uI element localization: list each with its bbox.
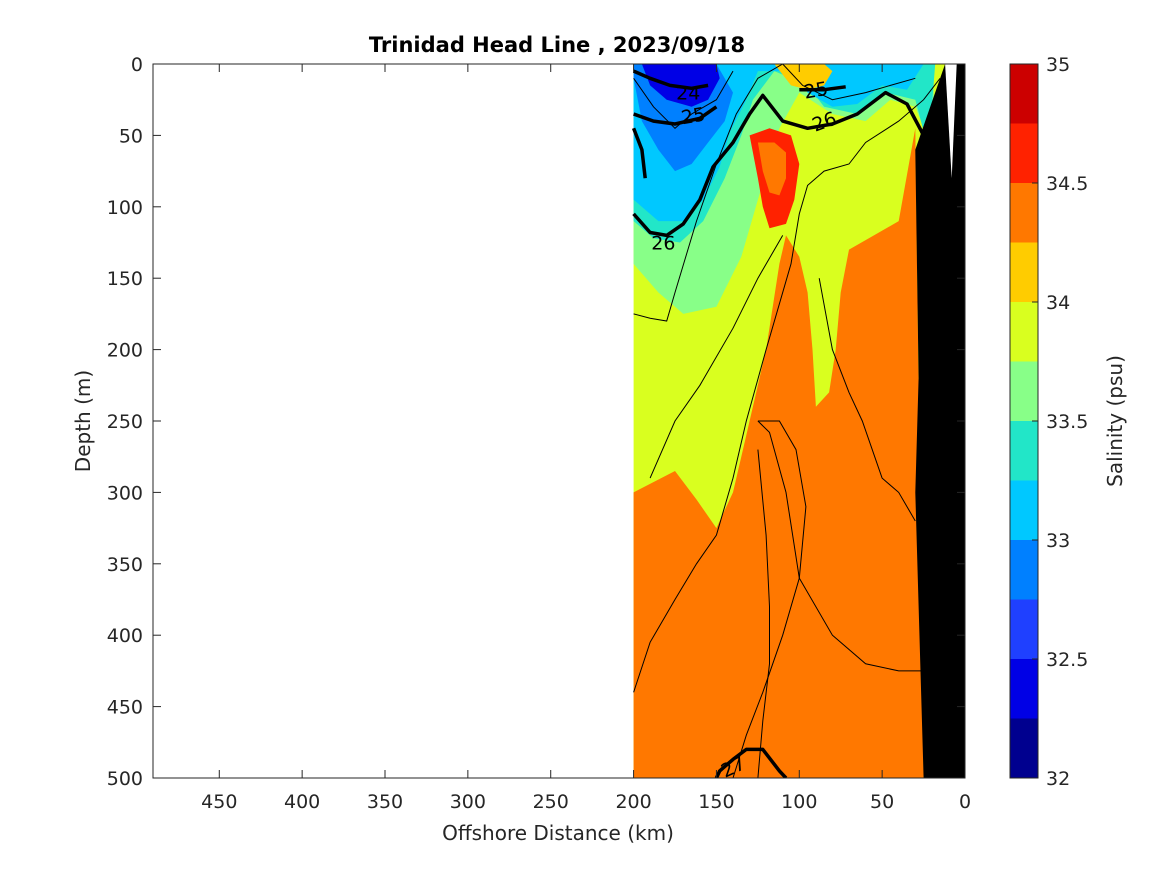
- y-tick-label: 400: [107, 625, 143, 647]
- y-tick-label: 200: [107, 340, 143, 362]
- y-tick-label: 100: [107, 197, 143, 219]
- density-contour-bold: [714, 747, 788, 778]
- density-contour-bold: [632, 69, 709, 91]
- y-axis-label: Depth (m): [71, 370, 95, 472]
- y-tick-label: 500: [107, 768, 143, 790]
- x-tick-label: 0: [959, 791, 971, 813]
- colorbar-tick-label: 33.5: [1046, 411, 1088, 433]
- chart-title: Trinidad Head Line , 2023/09/18: [369, 33, 745, 57]
- x-tick-label: 250: [533, 791, 569, 813]
- x-axis-label: Offshore Distance (km): [442, 821, 674, 845]
- colorbar-tick-label: 34: [1046, 292, 1070, 314]
- contour-label: 25: [802, 78, 830, 104]
- colorbar-segment: [1010, 480, 1038, 540]
- salinity-region: [757, 142, 786, 196]
- colorbar-segment: [1010, 123, 1038, 183]
- colorbar-tick-label: 34.5: [1046, 173, 1088, 195]
- x-axis-ticks: 450 400 350 300 250 200 150 100 50 0: [201, 64, 971, 813]
- y-tick-label: 300: [107, 482, 143, 504]
- x-tick-label: 150: [698, 791, 734, 813]
- y-tick-label: 0: [131, 54, 143, 76]
- contour-label: 25: [680, 103, 708, 129]
- density-contour-line: [633, 77, 941, 693]
- colorbar-tick-label: 33: [1046, 530, 1070, 552]
- density-contour-line: [757, 449, 770, 778]
- bathymetry-wedge: [915, 64, 965, 778]
- colorbar-label: Salinity (psu): [1103, 355, 1127, 487]
- colorbar-segment: [1010, 361, 1038, 421]
- density-contour-bold: [631, 127, 647, 179]
- bathymetry: [915, 64, 965, 778]
- colorbar-segment: [1010, 242, 1038, 302]
- contour-label: 26: [651, 233, 675, 255]
- colorbar-tick-label: 32: [1046, 768, 1070, 790]
- x-tick-label: 450: [201, 791, 237, 813]
- colorbar-segment: [1010, 659, 1038, 719]
- y-tick-label: 250: [107, 411, 143, 433]
- colorbar-segment: [1010, 183, 1038, 243]
- x-tick-label: 100: [781, 791, 817, 813]
- density-contour-bold: [799, 85, 846, 92]
- colorbar-tick-label: 35: [1046, 54, 1070, 76]
- colorbar-segment: [1010, 302, 1038, 362]
- y-tick-label: 450: [107, 697, 143, 719]
- x-tick-label: 200: [615, 791, 651, 813]
- density-contour-bold: [633, 105, 718, 126]
- density-contour-line: [782, 64, 916, 101]
- bathymetry-gap: [945, 64, 957, 179]
- x-tick-label: 350: [367, 791, 403, 813]
- density-contour-line: [649, 235, 784, 479]
- y-tick-label: 150: [107, 268, 143, 290]
- colorbar: 32 32.5 33 33.5 34 34.5 35: [1009, 54, 1088, 790]
- colorbar-tick-label: 32.5: [1046, 649, 1088, 671]
- density-contour-line: [732, 420, 807, 778]
- salinity-region: [633, 128, 924, 778]
- colorbar-segment: [1010, 540, 1038, 600]
- x-tick-label: 300: [450, 791, 486, 813]
- contour-label: 24: [676, 83, 700, 105]
- colorbar-segment: [1010, 64, 1038, 124]
- x-tick-label: 400: [284, 791, 320, 813]
- colorbar-segment: [1010, 599, 1038, 659]
- x-tick-label: 50: [870, 791, 894, 813]
- y-axis-ticks: 0 50 100 150 200 250 300 350 400 450 500: [107, 54, 965, 790]
- density-contour-bold: [632, 90, 934, 238]
- density-contours: [631, 64, 941, 778]
- y-tick-label: 50: [119, 125, 143, 147]
- colorbar-segment: [1010, 718, 1038, 778]
- colorbar-segment: [1010, 421, 1038, 481]
- density-contour-line: [633, 64, 783, 322]
- density-contour-line: [757, 420, 924, 672]
- y-tick-label: 350: [107, 554, 143, 576]
- density-contour-line: [818, 278, 916, 522]
